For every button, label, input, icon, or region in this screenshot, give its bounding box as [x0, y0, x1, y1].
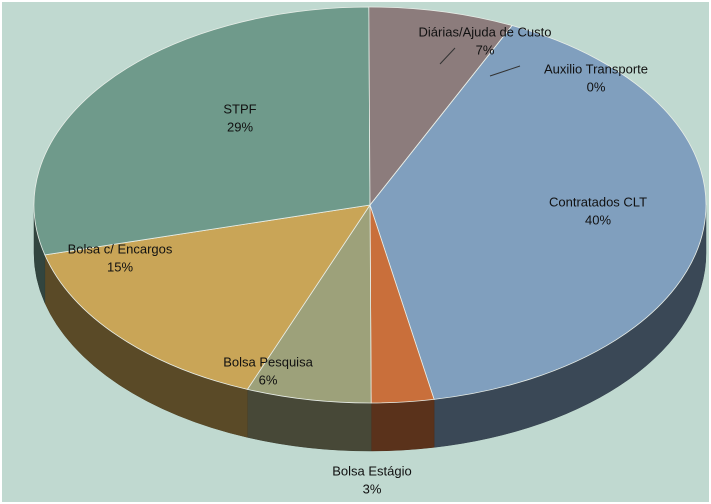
pie-slice	[246, 203, 372, 404]
pie-slice-side	[370, 399, 435, 452]
slice-label: Diárias/Ajuda de Custo	[419, 24, 552, 39]
slice-label: Auxilio Transporte	[544, 61, 648, 76]
pie-slice	[33, 6, 371, 256]
slice-value-label: 0%	[587, 79, 606, 94]
slice-value-label: 15%	[107, 259, 133, 274]
slice-value-label: 6%	[259, 372, 278, 387]
pie-tops	[33, 6, 707, 404]
labels: Contratados CLT 40% Bolsa Estágio 3% Bolsa P…	[68, 24, 648, 496]
slice-label: Bolsa c/ Encargos	[68, 241, 173, 256]
slice-label: Bolsa Estágio	[332, 463, 412, 478]
slice-label: Contratados CLT	[549, 194, 647, 209]
slice-value-label: 40%	[585, 212, 611, 227]
slice-value-label: 7%	[476, 42, 495, 57]
pie-slice	[368, 6, 513, 207]
pie-slice	[369, 25, 707, 400]
slice-value-label: 29%	[227, 119, 253, 134]
slice-label: Bolsa Pesquisa	[223, 354, 313, 369]
slice-label: STPF	[223, 101, 256, 116]
slice-value-label: 3%	[363, 481, 382, 496]
pie-walls	[33, 204, 707, 452]
pie-slice	[44, 204, 371, 390]
leader-line	[489, 65, 521, 77]
leader-line	[439, 47, 456, 65]
